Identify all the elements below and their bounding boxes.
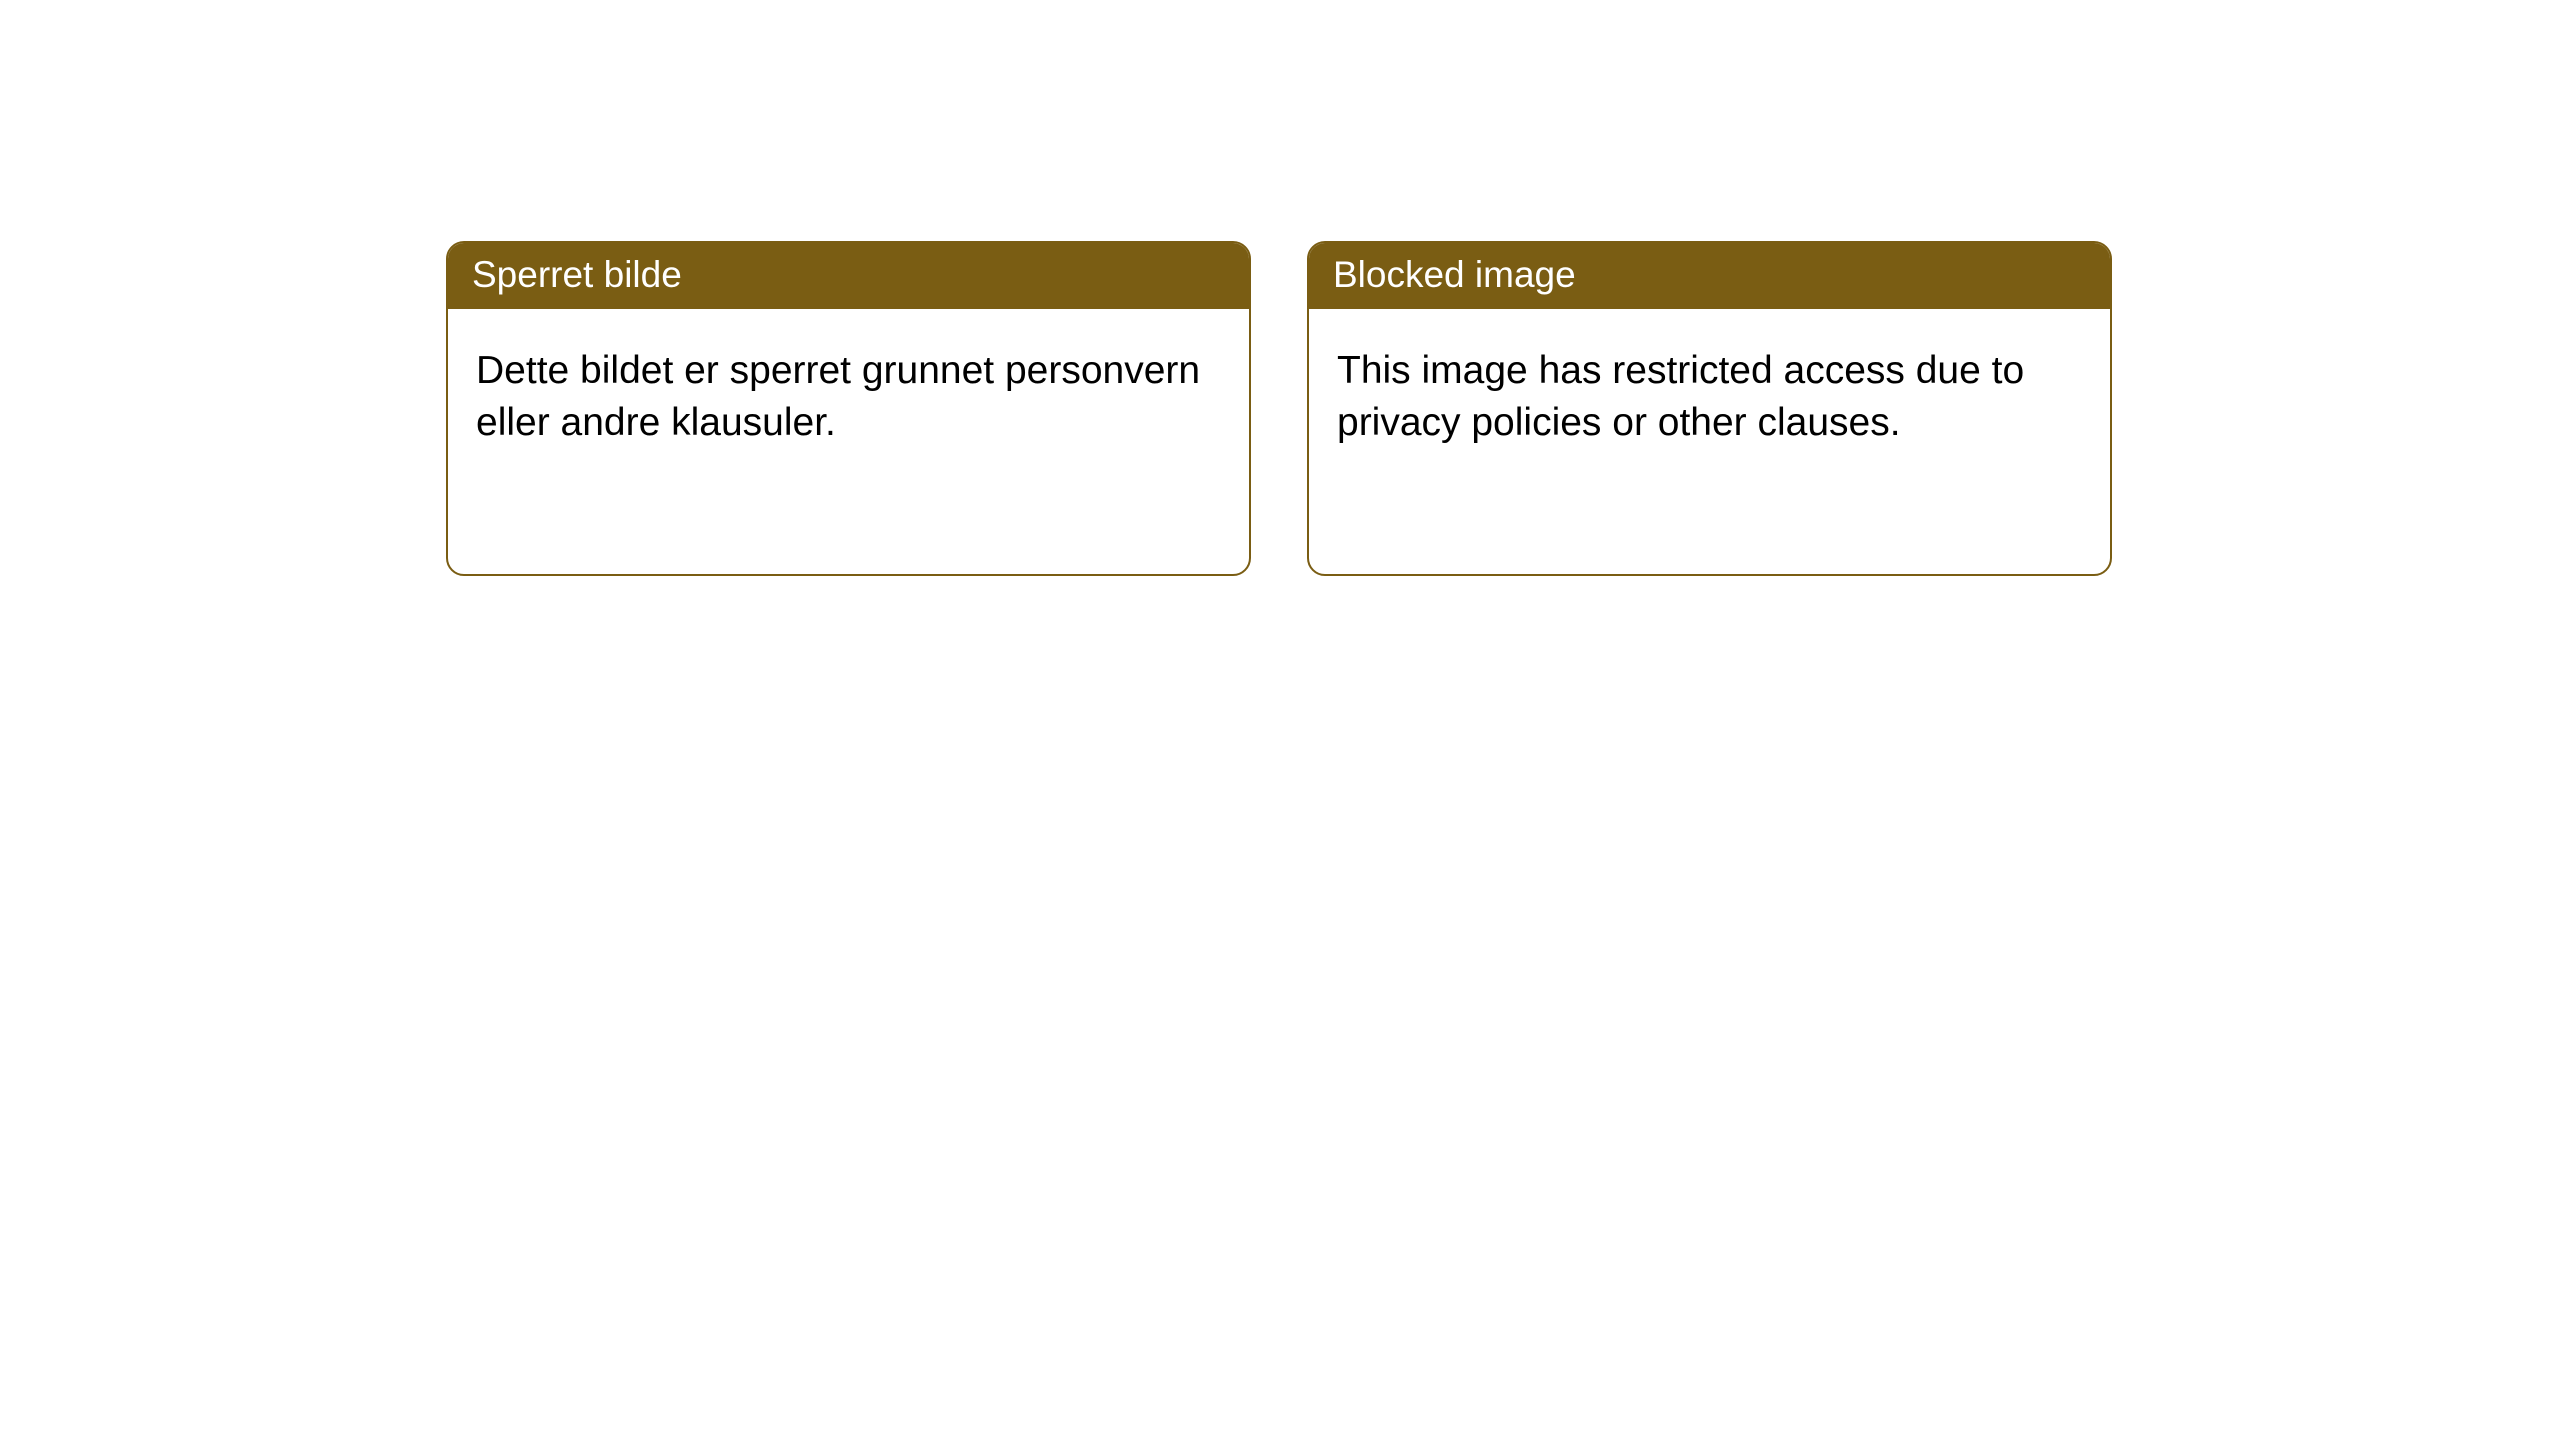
cards-container: Sperret bilde Dette bildet er sperret gr… <box>0 0 2560 576</box>
card-header: Sperret bilde <box>448 243 1249 309</box>
card-body: Dette bildet er sperret grunnet personve… <box>448 309 1249 476</box>
blocked-image-card-no: Sperret bilde Dette bildet er sperret gr… <box>446 241 1251 576</box>
blocked-image-card-en: Blocked image This image has restricted … <box>1307 241 2112 576</box>
card-header: Blocked image <box>1309 243 2110 309</box>
card-body: This image has restricted access due to … <box>1309 309 2110 476</box>
